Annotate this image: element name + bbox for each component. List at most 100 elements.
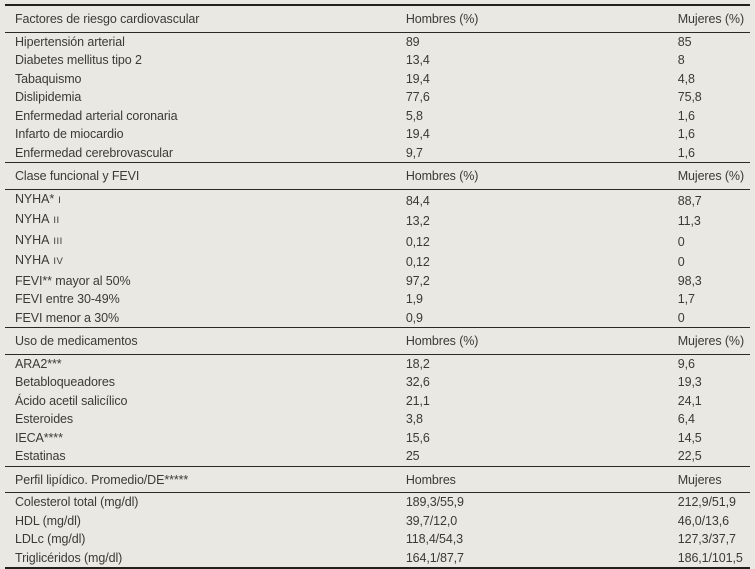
value-hombres: 97,2 — [405, 273, 430, 288]
value-hombres: 189,3/55,9 — [405, 495, 464, 509]
value-hombres: 13,4 — [405, 53, 430, 67]
table-row: NYHA* I 84,4 88,7 — [5, 189, 750, 210]
table-row: Esteroides 3,8 6,4 — [5, 410, 750, 429]
value-mujeres: 8 — [677, 53, 685, 67]
row-label-text: Tabaquismo — [15, 71, 82, 86]
row-label-text: Dislipidemia — [15, 90, 82, 104]
row-label: NYHA IV — [5, 251, 406, 272]
row-label-text: Diabetes mellitus tipo 2 — [15, 53, 142, 67]
row-label-text: Infarto de miocardio — [15, 127, 124, 141]
value-hombres: 5,8 — [405, 108, 423, 123]
value-hombres: 9,7 — [405, 145, 423, 160]
value-hombres: 13,2 — [405, 214, 430, 228]
table-section: Factores de riesgo cardiovascular Hombres… — [5, 5, 750, 163]
row-label-text: Colesterol total (mg/dl) — [15, 495, 139, 509]
value-mujeres: 186,1/101,5 — [677, 550, 743, 565]
table-row: NYHA IV 0,12 0 — [5, 251, 750, 272]
value-hombres: 89 — [405, 34, 420, 49]
row-label: Estatinas — [5, 447, 406, 466]
clinical-table: Factores de riesgo cardiovascular Hombres… — [5, 4, 750, 569]
value-hombres: 39,7/12,0 — [405, 513, 458, 528]
section-title: Clase funcional y FEVI — [5, 162, 406, 190]
row-label: FEVI entre 30-49% — [5, 290, 406, 309]
value-hombres: 19,4 — [405, 127, 430, 141]
row-label: Infarto de miocardio — [5, 125, 406, 144]
row-label: Triglicéridos (mg/dl) — [5, 549, 406, 569]
row-label: Ácido acetil salicílico — [5, 392, 406, 411]
row-label: Enfermedad arterial coronaria — [5, 107, 406, 126]
value-hombres: 25 — [405, 449, 420, 463]
row-label-text: NYHA — [15, 212, 50, 226]
section-title: Uso de medicamentos — [5, 327, 406, 355]
row-label-text: NYHA* — [15, 191, 55, 206]
value-mujeres: 9,6 — [677, 356, 695, 371]
row-label: NYHA* I — [5, 189, 406, 210]
row-label-text: ARA2*** — [15, 356, 62, 371]
value-hombres: 21,1 — [405, 393, 430, 408]
table-row: Betabloqueadores 32,6 19,3 — [5, 373, 750, 392]
section-header-row: Factores de riesgo cardiovascular Hombres… — [5, 5, 750, 33]
value-hombres: 15,6 — [405, 430, 430, 445]
table-row: Enfermedad cerebrovascular 9,7 1,6 — [5, 144, 750, 163]
row-label-text: Enfermedad arterial coronaria — [15, 108, 178, 123]
column-header-mujeres: Mujeres (%) — [677, 5, 750, 33]
row-label-text: Betabloqueadores — [15, 375, 115, 389]
column-header-mujeres: Mujeres (%) — [677, 327, 750, 355]
row-label: Esteroides — [5, 410, 406, 429]
value-hombres: 0,9 — [405, 310, 423, 325]
value-mujeres: 24,1 — [677, 393, 702, 408]
table-row: FEVI** mayor al 50% 97,2 98,3 — [5, 272, 750, 291]
value-mujeres: 1,6 — [677, 108, 695, 123]
table-section: Perfil lipídico. Promedio/DE***** Hombres… — [5, 465, 750, 569]
table-row: FEVI entre 30-49% 1,9 1,7 — [5, 290, 750, 309]
table-row: Infarto de miocardio 19,4 1,6 — [5, 125, 750, 144]
value-mujeres: 75,8 — [677, 90, 702, 104]
row-label-text: Estatinas — [15, 449, 66, 463]
value-mujeres: 46,0/13,6 — [677, 513, 729, 528]
value-mujeres: 85 — [677, 34, 692, 49]
row-label-text: Hipertensión arterial — [15, 34, 125, 49]
row-label: ARA2*** — [5, 354, 406, 373]
value-hombres: 18,2 — [405, 356, 430, 371]
table-row: Enfermedad arterial coronaria 5,8 1,6 — [5, 107, 750, 126]
value-mujeres: 1,7 — [677, 292, 695, 306]
value-hombres: 164,1/87,7 — [405, 550, 464, 565]
row-label-text: FEVI entre 30-49% — [15, 292, 120, 306]
table-row: Ácido acetil salicílico 21,1 24,1 — [5, 392, 750, 411]
row-label-text: Enfermedad cerebrovascular — [15, 145, 173, 160]
value-mujeres: 0 — [677, 255, 685, 269]
row-label-text: NYHA — [15, 253, 50, 267]
value-hombres: 0,12 — [405, 255, 430, 269]
table-row: Colesterol total (mg/dl) 189,3/55,9 212,9/… — [5, 493, 750, 512]
value-hombres: 1,9 — [405, 292, 423, 306]
value-mujeres: 6,4 — [677, 412, 695, 426]
value-mujeres: 0 — [677, 234, 685, 249]
row-label-text: Triglicéridos (mg/dl) — [15, 550, 123, 565]
value-hombres: 84,4 — [405, 193, 430, 208]
value-mujeres: 22,5 — [677, 449, 702, 463]
table-row: Diabetes mellitus tipo 2 13,4 8 — [5, 51, 750, 70]
row-label-text: HDL (mg/dl) — [15, 513, 81, 528]
table-row: NYHA III 0,12 0 — [5, 231, 750, 252]
table-section: Uso de medicamentos Hombres (%) Mujeres (%… — [5, 327, 750, 467]
nyha-roman-numeral: II — [53, 215, 60, 226]
row-label: IECA**** — [5, 429, 406, 448]
value-hombres: 118,4/54,3 — [405, 532, 463, 546]
value-mujeres: 19,3 — [677, 375, 702, 389]
table-row: Tabaquismo 19,4 4,8 — [5, 70, 750, 89]
value-mujeres: 1,6 — [677, 127, 695, 141]
row-label-text: FEVI** mayor al 50% — [15, 273, 131, 288]
nyha-roman-numeral: IV — [53, 256, 64, 267]
column-header-hombres: Hombres (%) — [405, 162, 678, 190]
row-label-text: NYHA — [15, 232, 50, 247]
row-label: Colesterol total (mg/dl) — [5, 493, 406, 512]
value-hombres: 19,4 — [405, 71, 430, 86]
row-label-text: LDLc (mg/dl) — [15, 532, 86, 546]
row-label: FEVI** mayor al 50% — [5, 272, 406, 291]
table-row: ARA2*** 18,2 9,6 — [5, 354, 750, 373]
row-label: NYHA II — [5, 210, 406, 231]
value-mujeres: 212,9/51,9 — [677, 495, 736, 509]
row-label: Diabetes mellitus tipo 2 — [5, 51, 406, 70]
value-mujeres: 127,3/37,7 — [677, 532, 736, 546]
